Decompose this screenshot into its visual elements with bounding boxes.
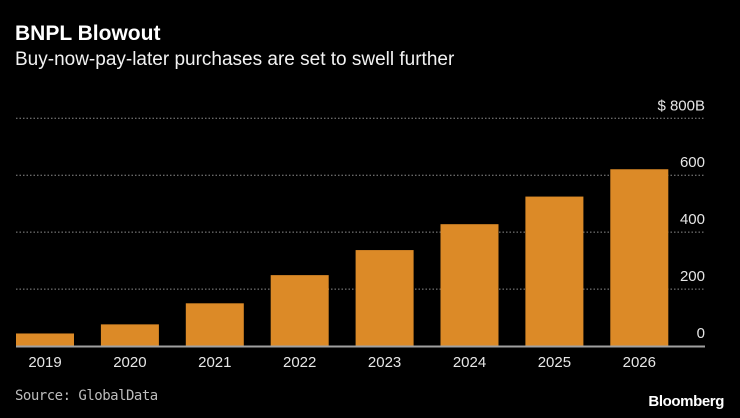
x-tick-label: 2025 xyxy=(538,354,571,371)
x-tick-label: 2023 xyxy=(368,354,401,371)
bar-2020 xyxy=(100,324,159,346)
x-tick-label: 2020 xyxy=(113,354,146,371)
bar-2022 xyxy=(270,275,329,346)
y-tick-label: 400 xyxy=(680,211,705,228)
x-tick-label: 2026 xyxy=(623,354,656,371)
bar-2021 xyxy=(185,303,244,346)
x-tick-label: 2019 xyxy=(28,354,61,371)
source-note: Source: GlobalData xyxy=(15,388,158,404)
x-tick-label: 2022 xyxy=(283,354,316,371)
y-tick-label: 600 xyxy=(680,154,705,171)
bloomberg-logo: Bloomberg xyxy=(648,393,724,410)
bar-2026 xyxy=(610,169,669,346)
y-tick-label: 200 xyxy=(680,268,705,285)
bar-2019 xyxy=(16,333,74,346)
x-tick-label: 2024 xyxy=(453,354,486,371)
bar-2023 xyxy=(355,250,414,346)
bar-2025 xyxy=(525,196,584,346)
y-tick-label: 0 xyxy=(697,325,705,342)
x-tick-label: 2021 xyxy=(198,354,231,371)
bar-2024 xyxy=(440,224,499,346)
chart-title: BNPL Blowout xyxy=(15,22,161,45)
y-tick-label: $ 800B xyxy=(657,97,705,114)
chart-subtitle: Buy-now-pay-later purchases are set to s… xyxy=(15,49,455,70)
